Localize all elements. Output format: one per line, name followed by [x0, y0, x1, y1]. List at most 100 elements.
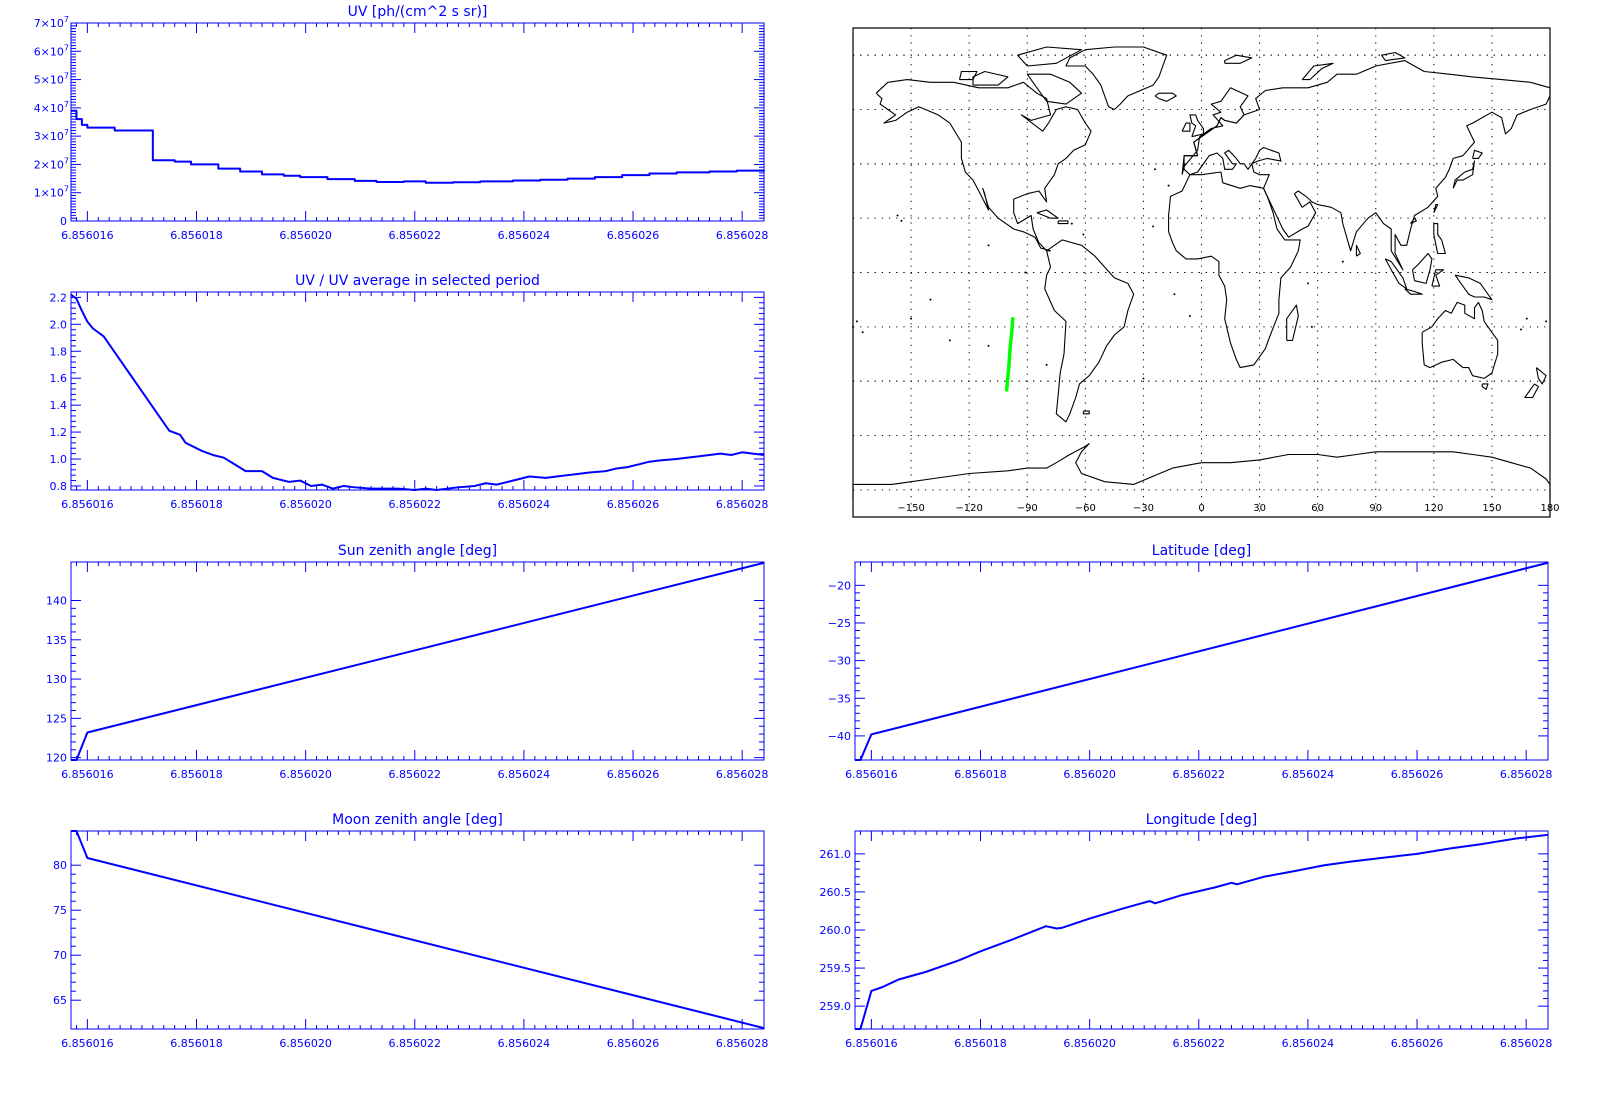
- world-map: −150 −120 −90 −60 −30 0 30 60 90 120 150 180: [852, 27, 1560, 518]
- map-lon-label: 0: [1198, 503, 1204, 514]
- map-lon-label: −60: [1075, 503, 1096, 514]
- uv-ratio-xtick-label: 6.856016: [61, 498, 114, 511]
- sun-zenith-series-line: [71, 561, 765, 761]
- longitude-xtick-label: 6.856028: [1500, 1037, 1553, 1050]
- island: [948, 339, 951, 342]
- sun-zenith-xtick-label: 6.856024: [498, 768, 551, 781]
- uv-ratio-ytick-label: 2.2: [50, 291, 68, 304]
- coastline-japan: [1452, 160, 1476, 189]
- moon-zenith-ytick-label: 70: [53, 949, 67, 962]
- track-point: [1008, 342, 1013, 347]
- latitude-xtick-label: 6.856024: [1282, 768, 1335, 781]
- uv-title: UV [ph/(cm^2 s sr)]: [348, 4, 488, 20]
- uv-ratio-xtick-label: 6.856024: [498, 498, 551, 511]
- uv-ytick-label: 6×107: [34, 43, 69, 58]
- map-lon-label: 180: [1540, 503, 1559, 514]
- island: [1142, 377, 1145, 380]
- longitude-xtick-label: 6.856016: [845, 1037, 898, 1050]
- coastline-tasmania: [1481, 383, 1489, 390]
- latitude-ytick-label: −20: [828, 579, 851, 592]
- uv-xtick-label: 6.856018: [170, 229, 223, 242]
- island: [1173, 293, 1176, 296]
- sun-zenith-ytick-label: 140: [46, 595, 67, 608]
- coastline-sri-lanka: [1355, 244, 1361, 257]
- latitude-xtick-label: 6.856020: [1063, 768, 1116, 781]
- longitude-ytick-label: 260.0: [820, 924, 852, 937]
- coastline-asia: [1183, 60, 1551, 271]
- uv-ytick-label: 4×107: [34, 100, 69, 115]
- coastlines: [852, 46, 1551, 501]
- coastline-greenland: [1065, 46, 1168, 110]
- track-point: [1007, 364, 1011, 368]
- coastline-severnaya: [1381, 51, 1406, 62]
- latitude-xtick-label: 6.856016: [845, 768, 898, 781]
- longitude-xtick-label: 6.856018: [954, 1037, 1007, 1050]
- moon-zenith-xtick-label: 6.856024: [498, 1037, 551, 1050]
- track-point: [1006, 368, 1011, 372]
- uv-ratio-xtick-label: 6.856018: [170, 498, 223, 511]
- coastline-philippines: [1433, 223, 1446, 255]
- coastline-uk: [1189, 114, 1204, 138]
- latitude-ytick-label: −40: [828, 730, 851, 743]
- plot-moon-zenith: Moon zenith angle [deg] 6.856016 6.856018 6…: [53, 812, 768, 1050]
- sun-zenith-xtick-label: 6.856018: [170, 768, 223, 781]
- latitude-title: Latitude [deg]: [1152, 543, 1251, 559]
- moon-zenith-xtick-label: 6.856018: [170, 1037, 223, 1050]
- coastline-new-zealand-n: [1535, 367, 1547, 385]
- island: [861, 331, 864, 334]
- coastline-novaya-zemlya: [1301, 62, 1334, 81]
- moon-zenith-ytick-label: 75: [53, 904, 67, 917]
- coastline-taiwan: [1433, 204, 1439, 213]
- uv-ytick-label: 7×107: [34, 15, 69, 30]
- coastline-java: [1404, 288, 1423, 295]
- latitude-xtick-label: 6.856022: [1173, 768, 1226, 781]
- uv-xtick-label: 6.856016: [61, 229, 114, 242]
- sun-zenith-xtick-label: 6.856020: [279, 768, 332, 781]
- plot-uv: UV [ph/(cm^2 s sr)] 6.856016 6.856018 6.856…: [34, 4, 769, 242]
- track-point: [1006, 372, 1010, 376]
- island: [929, 298, 932, 301]
- plot-uv-ratio: UV / UV average in selected period 6.8560…: [50, 273, 769, 511]
- sun-zenith-xtick-label: 6.856016: [61, 768, 114, 781]
- uv-frame: [70, 22, 765, 222]
- uv-ratio-ytick-label: 1.6: [50, 372, 68, 385]
- coastline-hispaniola: [1057, 220, 1069, 225]
- longitude-xtick-label: 6.856020: [1063, 1037, 1116, 1050]
- latitude-series-line: [855, 561, 1549, 761]
- satellite-track: [1004, 316, 1015, 392]
- moon-zenith-title: Moon zenith angle [deg]: [332, 812, 503, 828]
- coastline-madagascar: [1286, 304, 1299, 341]
- coastline-new-guinea: [1454, 274, 1493, 301]
- latitude-ytick-label: −30: [828, 655, 851, 668]
- sun-zenith-ytick-label: 125: [46, 712, 67, 725]
- island: [1545, 320, 1548, 323]
- uv-xtick-label: 6.856024: [498, 229, 551, 242]
- island: [1525, 317, 1528, 320]
- map-lon-label: −120: [955, 503, 982, 514]
- longitude-title: Longitude [deg]: [1146, 812, 1257, 828]
- sun-zenith-frame: [70, 561, 765, 761]
- uv-ratio-ytick-label: 1.8: [50, 345, 68, 358]
- track-point: [1011, 317, 1015, 321]
- island: [1341, 260, 1344, 263]
- map-lon-label: 120: [1424, 503, 1443, 514]
- latitude-xtick-label: 6.856028: [1500, 768, 1553, 781]
- island: [1045, 363, 1048, 366]
- uv-ratio-xtick-label: 6.856028: [716, 498, 769, 511]
- map-lon-label: −90: [1017, 503, 1038, 514]
- island: [1167, 184, 1170, 187]
- island: [1310, 325, 1313, 328]
- coastline-sulawesi: [1431, 269, 1445, 287]
- coastline-australia: [1421, 301, 1499, 379]
- island: [1082, 233, 1085, 236]
- coastline-north-america: [875, 79, 1092, 252]
- uv-ytick-label: 0: [60, 215, 67, 228]
- coastline-ellesmere: [1017, 46, 1083, 67]
- island: [855, 320, 858, 323]
- map-lon-label: 60: [1311, 503, 1324, 514]
- uv-ratio-series-line: [70, 293, 765, 491]
- moon-zenith-frame: [70, 830, 765, 1030]
- uv-ratio-ytick-label: 1.2: [50, 426, 68, 439]
- uv-ytick-label: 3×107: [34, 128, 69, 143]
- map-lon-label: −150: [897, 503, 924, 514]
